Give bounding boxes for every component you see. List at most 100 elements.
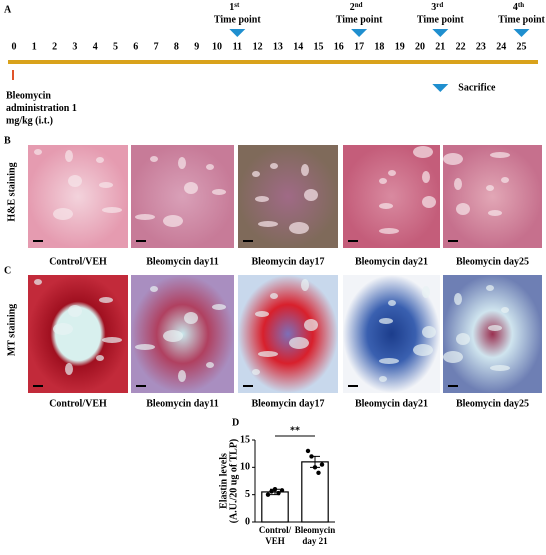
time-point-marker [229, 29, 246, 37]
micrograph-detail [422, 196, 436, 208]
day-label: 25 [517, 41, 527, 52]
y-axis-label: (A.U./20 ug of TLP) [228, 439, 239, 524]
micrograph-detail [456, 203, 470, 215]
ordinal-suffix: st [234, 1, 240, 9]
panel-label: C [4, 265, 11, 276]
micrograph-detail [184, 312, 198, 324]
micrograph-detail [301, 164, 309, 176]
scale-bar [448, 385, 458, 387]
bar [261, 491, 289, 523]
administration-label: Bleomycin [6, 90, 51, 101]
panel-label: B [4, 135, 11, 146]
x-tick-label: Control/ VEH [258, 525, 292, 546]
micrograph-detail [388, 300, 396, 306]
data-point [265, 492, 271, 497]
micrograph-detail [34, 279, 42, 285]
micrograph-detail [490, 365, 510, 371]
caption: Bleomycin day17 [251, 398, 324, 409]
data-point [272, 487, 278, 492]
micrograph-detail [379, 358, 399, 364]
micrograph-detail [252, 369, 260, 375]
ordinal: 4 [513, 2, 518, 13]
ordinal: 2 [350, 2, 355, 13]
time-point-label: Time point [417, 14, 464, 25]
scale-bar [136, 385, 146, 387]
micrograph-detail [379, 376, 387, 382]
y-tick-label: 15 [240, 434, 250, 445]
micrograph-detail [65, 150, 73, 162]
scale-bar [348, 385, 358, 387]
micrograph-detail [252, 171, 260, 177]
stain-label: MT staining [6, 304, 17, 356]
micrograph-detail [178, 370, 186, 382]
micrograph-detail [422, 326, 436, 338]
micrograph-detail [150, 286, 158, 292]
day-label: 24 [496, 41, 506, 52]
micrograph-detail [422, 171, 430, 183]
administration-label: administration 1 [6, 103, 77, 114]
micrograph-detail [68, 305, 82, 317]
x-tick-label: Bleomycin day 21 [294, 525, 336, 546]
ordinal-suffix: th [518, 1, 524, 9]
micrograph-detail [304, 319, 318, 331]
time-point-marker [513, 29, 530, 37]
day-label: 18 [374, 41, 384, 52]
time-point-ordinal: 1st [229, 1, 240, 14]
micrograph-detail [270, 163, 278, 169]
day-label: 15 [314, 41, 324, 52]
stain-label: H&E staining [6, 162, 17, 221]
ordinal-suffix: rd [436, 1, 443, 9]
day-label: 20 [415, 41, 425, 52]
sacrifice-marker [432, 84, 449, 92]
data-point [319, 462, 325, 467]
y-tick-label: 10 [240, 462, 250, 473]
day-label: 13 [273, 41, 283, 52]
administration-marker [12, 70, 14, 80]
y-tick-label: 0 [245, 516, 250, 527]
micrograph-detail [163, 215, 183, 227]
micrograph [238, 145, 338, 248]
micrograph-detail [501, 307, 509, 313]
day-label: 8 [174, 41, 179, 52]
micrograph-detail [486, 185, 494, 191]
micrograph-detail [163, 330, 183, 342]
micrograph-detail [255, 311, 269, 317]
micrograph-detail [102, 337, 122, 343]
micrograph-detail [304, 189, 318, 201]
micrograph-detail [258, 221, 278, 227]
micrograph-detail [379, 178, 387, 184]
micrograph-detail [443, 153, 463, 165]
caption: Control/VEH [49, 398, 107, 409]
day-label: 14 [293, 41, 303, 52]
micrograph-detail [379, 228, 399, 234]
micrograph-detail [68, 175, 82, 187]
day-label: 3 [72, 41, 77, 52]
bar [301, 461, 329, 523]
micrograph-detail [422, 286, 430, 298]
caption: Bleomycin day11 [146, 256, 219, 267]
caption: Bleomycin day25 [456, 398, 529, 409]
day-label: 7 [154, 41, 159, 52]
micrograph-detail [454, 178, 462, 190]
caption: Control/VEH [49, 256, 107, 267]
micrograph-detail [413, 344, 433, 356]
micrograph-detail [289, 222, 309, 234]
day-label: 4 [93, 41, 98, 52]
micrograph-detail [443, 351, 463, 363]
micrograph-detail [206, 164, 214, 170]
micrograph-detail [53, 323, 73, 335]
caption: Bleomycin day25 [456, 256, 529, 267]
day-label: 0 [12, 41, 17, 52]
caption: Bleomycin day17 [251, 256, 324, 267]
micrograph-detail [454, 293, 462, 305]
day-label: 1 [32, 41, 37, 52]
micrograph-detail [212, 304, 226, 310]
day-label: 19 [395, 41, 405, 52]
micrograph-detail [379, 318, 393, 324]
day-label: 21 [435, 41, 445, 52]
time-point-label: Time point [214, 14, 261, 25]
micrograph-detail [99, 182, 113, 188]
time-point-ordinal: 4th [513, 1, 524, 14]
data-point [309, 454, 314, 459]
scale-bar [136, 240, 146, 242]
